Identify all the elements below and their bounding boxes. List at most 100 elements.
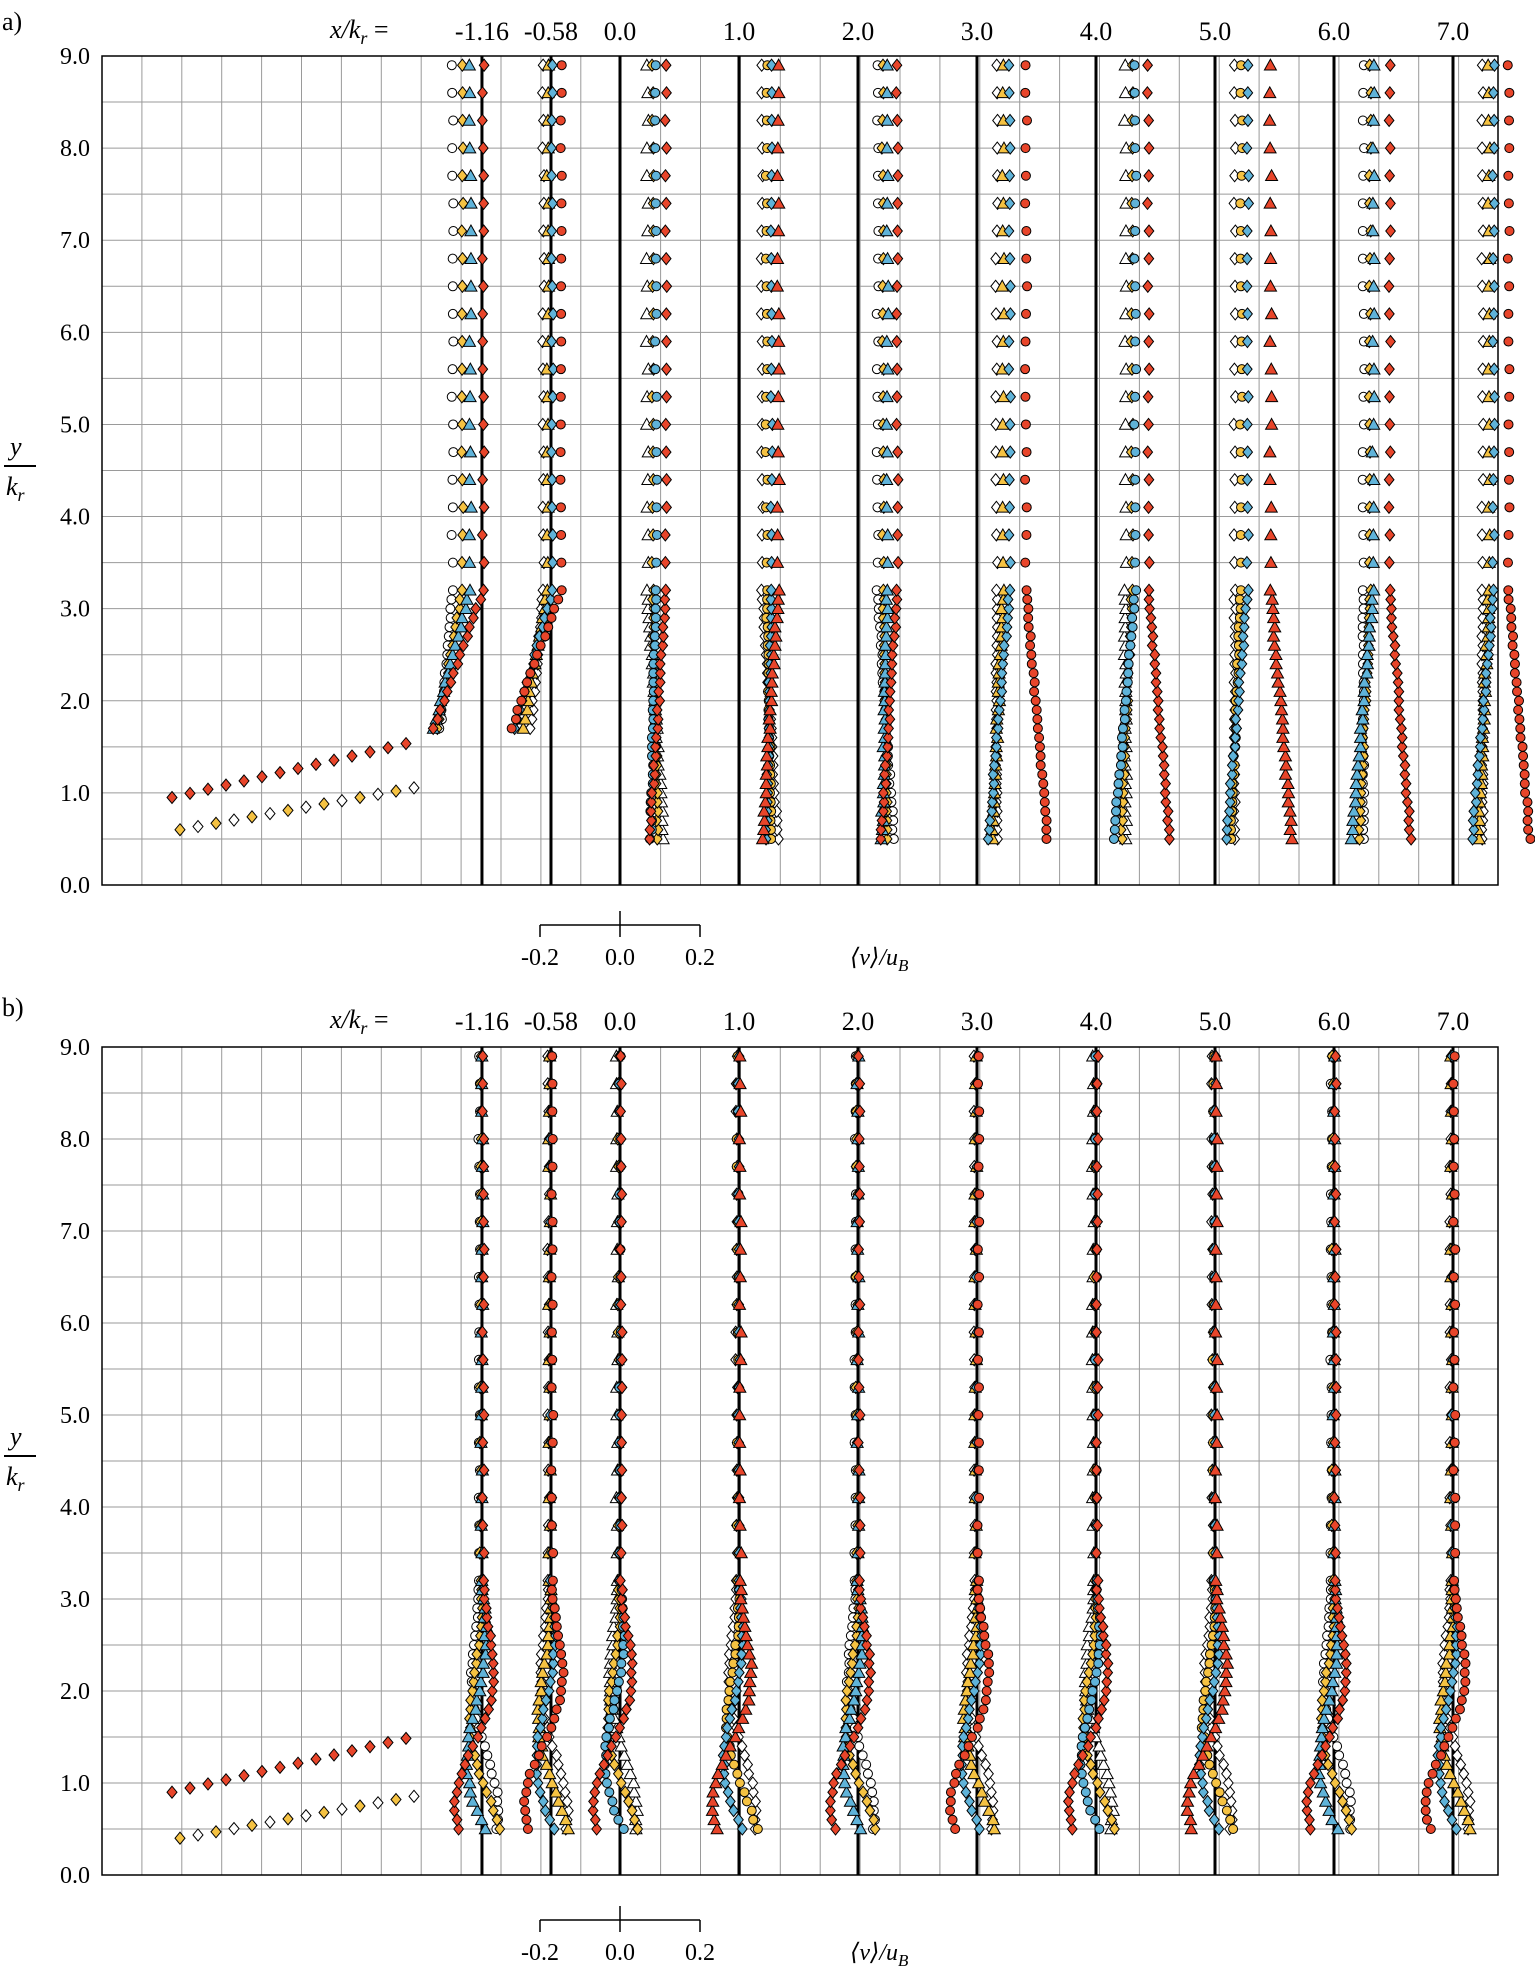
data-point bbox=[474, 1812, 489, 1826]
data-point bbox=[1226, 758, 1238, 773]
data-point bbox=[976, 1748, 988, 1763]
data-point bbox=[1448, 1272, 1459, 1282]
data-point bbox=[1329, 1214, 1341, 1229]
data-point bbox=[1421, 1787, 1432, 1798]
data-point bbox=[879, 334, 894, 347]
data-point bbox=[555, 502, 566, 513]
data-point bbox=[854, 1490, 866, 1505]
data-point bbox=[1329, 1518, 1341, 1533]
data-point bbox=[986, 795, 998, 809]
data-point bbox=[761, 730, 775, 743]
data-point bbox=[534, 1785, 546, 1800]
data-point bbox=[1480, 675, 1492, 690]
data-point bbox=[274, 765, 286, 780]
data-point bbox=[1301, 1794, 1313, 1809]
data-point bbox=[546, 1739, 558, 1754]
data-point bbox=[447, 666, 459, 680]
data-point bbox=[616, 1214, 627, 1229]
data-point bbox=[1035, 760, 1046, 771]
data-point bbox=[1023, 612, 1034, 623]
data-point bbox=[1320, 1739, 1331, 1754]
data-point bbox=[536, 1741, 547, 1752]
data-point bbox=[891, 362, 903, 376]
data-point bbox=[1315, 1720, 1330, 1734]
data-point bbox=[733, 1463, 747, 1476]
data-point bbox=[1004, 251, 1016, 266]
data-point bbox=[892, 555, 904, 570]
data-point bbox=[1005, 555, 1016, 570]
data-point bbox=[1241, 417, 1253, 432]
data-point bbox=[1449, 1189, 1460, 1200]
data-point bbox=[1082, 1796, 1093, 1807]
data-point bbox=[1396, 740, 1408, 754]
data-point bbox=[463, 168, 478, 182]
data-point bbox=[1487, 168, 1499, 183]
data-point bbox=[723, 1739, 738, 1752]
data-point bbox=[485, 1759, 496, 1770]
data-point bbox=[891, 334, 903, 349]
data-point bbox=[617, 1601, 629, 1616]
data-point bbox=[627, 1785, 641, 1798]
data-point bbox=[1143, 417, 1154, 432]
data-point bbox=[1093, 1711, 1104, 1726]
data-point bbox=[650, 364, 661, 375]
data-point bbox=[1446, 1674, 1458, 1689]
data-point bbox=[470, 601, 482, 616]
data-point bbox=[954, 1759, 965, 1770]
data-point bbox=[1143, 583, 1155, 598]
data-point bbox=[1474, 730, 1486, 745]
data-point bbox=[1225, 1814, 1236, 1825]
data-point bbox=[1032, 714, 1043, 725]
data-point bbox=[1316, 1748, 1328, 1763]
data-point bbox=[448, 198, 459, 209]
data-point bbox=[1447, 1722, 1458, 1733]
data-point bbox=[561, 1821, 576, 1835]
data-point bbox=[742, 1674, 757, 1688]
data-point bbox=[310, 757, 322, 772]
data-point bbox=[616, 1592, 627, 1606]
data-point bbox=[1242, 583, 1254, 598]
data-point bbox=[1004, 141, 1016, 155]
data-point bbox=[1476, 721, 1488, 736]
data-point bbox=[1130, 143, 1141, 154]
data-point bbox=[1509, 649, 1520, 660]
data-point bbox=[747, 1776, 759, 1790]
data-point bbox=[1477, 712, 1489, 727]
data-point bbox=[1221, 822, 1233, 837]
data-point bbox=[478, 555, 490, 570]
data-point bbox=[448, 1803, 460, 1818]
data-point bbox=[1274, 702, 1289, 716]
data-point bbox=[1344, 1787, 1355, 1798]
data-point bbox=[847, 1693, 861, 1706]
data-point bbox=[510, 714, 521, 725]
data-point bbox=[1212, 1601, 1227, 1614]
data-point bbox=[1153, 712, 1165, 727]
data-point bbox=[462, 1748, 474, 1763]
data-point bbox=[1229, 730, 1241, 745]
data-point bbox=[947, 1814, 958, 1825]
data-point bbox=[991, 334, 1003, 349]
scale-tick-label: -0.2 bbox=[521, 945, 559, 971]
data-point bbox=[549, 1603, 560, 1614]
station-label: -1.16 bbox=[455, 1007, 509, 1036]
data-point bbox=[1263, 251, 1278, 264]
data-point bbox=[848, 1730, 860, 1744]
data-point bbox=[1241, 592, 1253, 607]
data-point bbox=[1096, 1757, 1111, 1770]
data-point bbox=[470, 1803, 485, 1816]
data-point bbox=[843, 1794, 858, 1807]
data-point bbox=[1337, 1759, 1348, 1770]
data-point bbox=[839, 1720, 853, 1734]
data-point bbox=[447, 281, 458, 292]
data-point bbox=[1020, 87, 1031, 98]
data-point bbox=[1264, 362, 1279, 375]
data-point bbox=[551, 1748, 562, 1763]
data-point bbox=[547, 1161, 558, 1172]
data-point bbox=[876, 813, 888, 828]
data-point bbox=[1004, 279, 1016, 294]
data-point bbox=[1222, 1776, 1234, 1790]
data-point bbox=[651, 557, 662, 568]
data-point bbox=[651, 474, 662, 485]
data-point bbox=[985, 1785, 997, 1800]
data-point bbox=[1003, 86, 1015, 100]
